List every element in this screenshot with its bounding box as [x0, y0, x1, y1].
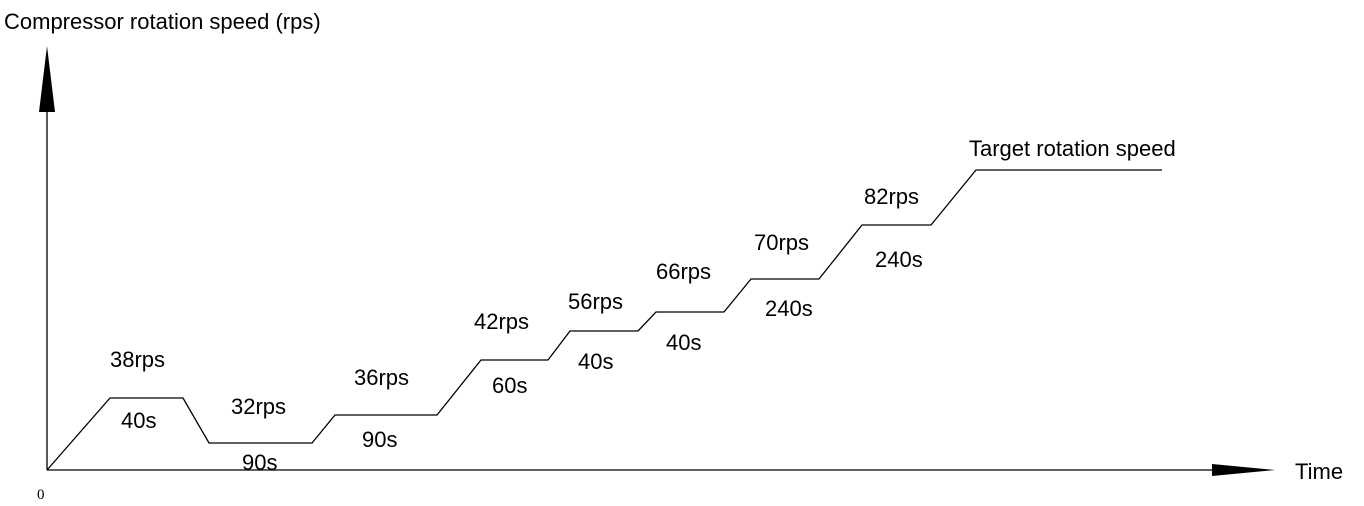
- speed-profile-line: [46, 169, 1162, 471]
- step-3-duration: 90s: [362, 427, 397, 452]
- step-1-duration: 40s: [121, 408, 156, 433]
- y-axis-arrowhead: [39, 46, 55, 112]
- step-4-duration: 60s: [492, 373, 527, 398]
- x-axis-arrowhead: [1212, 464, 1275, 476]
- step-7-duration: 240s: [765, 296, 813, 321]
- step-6-speed: 66rps: [656, 259, 711, 284]
- step-5-speed: 56rps: [568, 289, 623, 314]
- step-3-speed: 36rps: [354, 365, 409, 390]
- origin-label: 0: [37, 487, 45, 503]
- step-7-speed: 70rps: [754, 230, 809, 255]
- y-axis-title: Compressor rotation speed (rps): [4, 9, 321, 34]
- x-axis-title: Time: [1295, 459, 1343, 484]
- step-1-speed: 38rps: [110, 347, 165, 372]
- step-4-speed: 42rps: [474, 309, 529, 334]
- step-8-speed: 82rps: [864, 184, 919, 209]
- step-2-duration: 90s: [242, 450, 277, 475]
- target-speed-label: Target rotation speed: [969, 136, 1176, 161]
- step-8-duration: 240s: [875, 247, 923, 272]
- step-5-duration: 40s: [578, 349, 613, 374]
- step-6-duration: 40s: [666, 330, 701, 355]
- step-2-speed: 32rps: [231, 394, 286, 419]
- step-labels: 38rps 40s 32rps 90s 36rps 90s 42rps 60s …: [110, 184, 923, 475]
